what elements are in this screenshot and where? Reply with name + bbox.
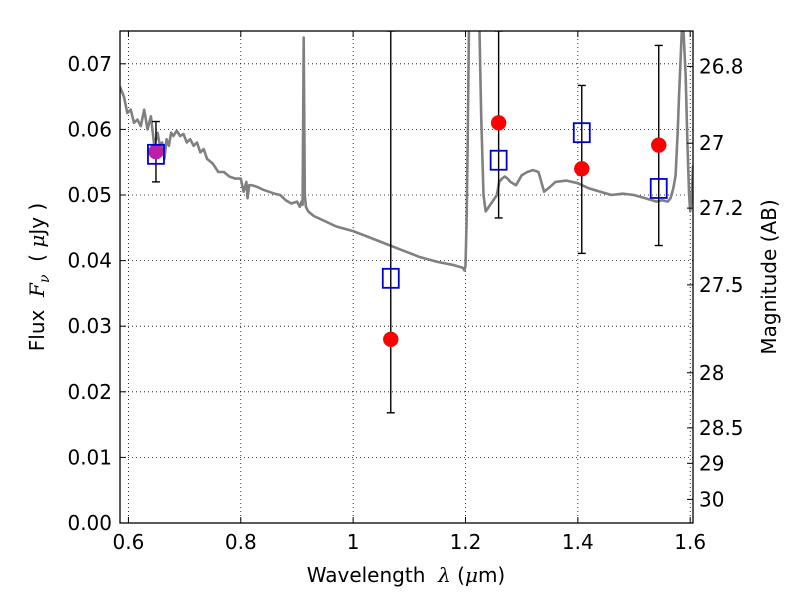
y2-tick-label: 28.5 [699,416,744,440]
observed-point [148,143,164,160]
y-tick-label: 0.00 [67,511,112,535]
x-tick-label: 1 [347,530,360,554]
y-tick-label: 0.05 [67,183,112,207]
y-axis-f-symbol: F [25,282,49,298]
y-tick-label: 0.03 [67,314,112,338]
sed-model-line [478,31,693,213]
x-axis-lambda: λ [437,563,451,587]
y2-tick-label: 27.2 [699,196,744,220]
observed-point [383,331,399,348]
plot-frame [119,30,694,524]
x-axis-label-prefix: Wavelength [307,563,438,587]
observed-point [650,137,667,153]
y2-tick-label: 29 [699,451,724,475]
model-point [381,267,400,289]
y-tick-label: 0.06 [67,117,112,141]
x-axis-mu: μ [465,563,478,587]
y2-tick-label: 26.8 [699,54,744,78]
y2-tick-label: 30 [699,487,724,511]
model-point [649,178,668,199]
y2-axis-label: Magnitude (AB) [757,199,781,354]
model-point [489,149,508,171]
x-axis-label: Wavelength λ (μm) [307,563,506,587]
model-point [572,122,591,144]
y-axis-label-open: ( [25,248,49,275]
y-tick-label: 0.04 [67,249,112,273]
x-tick-label: 0.8 [225,530,257,554]
y-axis-label-prefix: Flux [25,297,49,351]
observed-point [490,115,507,131]
axis-ticks: 0.6 0.8 1 1.2 1.4 1.6 0.00 0.01 0.02 0.03 0.04 0.05… [67,31,744,554]
y-tick-label: 0.01 [67,445,112,469]
model-point [147,143,165,165]
x-tick-label: 0.6 [113,530,145,554]
y-tick-label: 0.07 [67,52,112,76]
y2-tick-label: 28 [699,361,724,385]
x-axis-label-suffix: ( [451,563,465,587]
y-axis-mu: μ [25,235,49,248]
sed-model-line [120,31,471,272]
y-tick-label: 0.02 [67,380,112,404]
x-tick-label: 1.2 [450,530,482,554]
y2-tick-label: 27.5 [699,273,744,297]
y-axis-nu-subscript: ν [37,274,53,283]
y2-tick-label: 27 [699,131,724,155]
x-tick-label: 1.6 [674,530,706,554]
x-tick-label: 1.4 [562,530,594,554]
observed-point [574,161,590,177]
grid-lines [120,31,693,523]
x-axis-unit-tail: m) [478,563,505,587]
y-axis-label: Flux Fν ( μJy ) [25,203,53,351]
plot-area [120,31,693,414]
y-axis-unit-tail: Jy ) [25,203,49,237]
